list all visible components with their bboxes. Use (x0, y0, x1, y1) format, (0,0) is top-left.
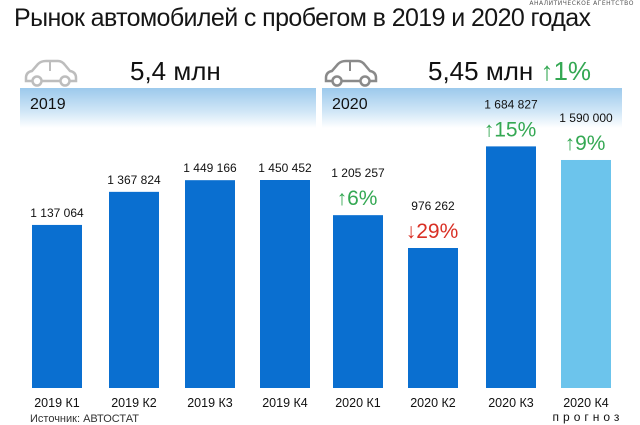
bar-value-label: 1 449 166 (183, 161, 237, 175)
bar (185, 180, 235, 388)
source-note: Источник: АВТОСТАТ (30, 413, 139, 425)
agency-label: АНАЛИТИЧЕСКОЕ АГЕНТСТВО (529, 0, 634, 7)
category-label: 2020 К2 (410, 396, 456, 410)
change-label: ↑15% (484, 118, 537, 141)
bar-value-label: 1 590 000 (559, 111, 613, 125)
bar (486, 146, 536, 388)
forecast-label: прогноз (553, 410, 624, 424)
car-icon (324, 59, 378, 87)
change-label: ↓29% (406, 220, 459, 243)
category-label: 2019 К3 (187, 396, 233, 410)
category-label: 2019 К2 (111, 396, 157, 410)
category-label: 2019 К1 (34, 396, 80, 410)
year-label-2019: 2019 (30, 96, 66, 113)
total-2020-value: 5,45 млн (428, 56, 534, 86)
bar-value-label: 1 684 827 (484, 97, 538, 111)
bar-value-label: 1 450 452 (258, 161, 312, 175)
change-label: ↑6% (337, 187, 378, 210)
category-label: 2020 К3 (488, 396, 534, 410)
bar (109, 191, 159, 388)
bar-value-label: 1 205 257 (331, 166, 385, 180)
chart-title: Рынок автомобилей с пробегом в 2019 и 20… (14, 4, 591, 32)
total-2020-arrow: ↑ (540, 56, 554, 86)
bar-value-label: 976 262 (411, 199, 455, 213)
category-label: 2019 К4 (262, 396, 308, 410)
car-icon (24, 59, 78, 87)
bar (32, 224, 82, 388)
total-2020: 5,45 млн ↑1% (428, 56, 591, 87)
bar (333, 215, 383, 388)
category-label: 2020 К1 (335, 396, 381, 410)
bar (561, 159, 611, 388)
year-label-2020: 2020 (332, 96, 368, 113)
year-band-2020 (322, 88, 622, 128)
category-label: 2020 К4 (563, 396, 609, 410)
total-2020-change: 1% (553, 56, 592, 86)
bar (260, 180, 310, 388)
bar-value-label: 1 137 064 (30, 206, 84, 220)
change-label: ↑9% (565, 132, 606, 155)
total-2019: 5,4 млн (130, 56, 221, 86)
year-band-2019 (20, 88, 316, 128)
bar-value-label: 1 367 824 (107, 173, 161, 187)
bar (408, 248, 458, 388)
